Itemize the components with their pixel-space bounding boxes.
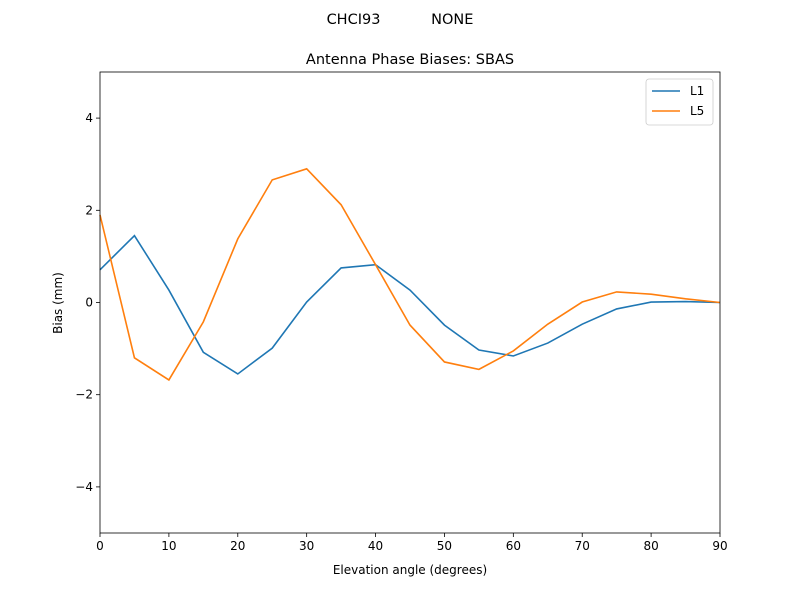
x-tick-label: 30 — [299, 539, 314, 553]
x-tick-label: 40 — [368, 539, 383, 553]
y-tick-label: −4 — [75, 480, 93, 494]
x-tick-label: 10 — [161, 539, 176, 553]
x-tick-label: 0 — [96, 539, 104, 553]
x-tick-label: 70 — [575, 539, 590, 553]
legend-label: L5 — [690, 104, 704, 118]
chart-suptitle: CHCI93 NONE — [327, 12, 474, 28]
series-line-l5 — [99, 167, 721, 382]
y-tick-label: 4 — [85, 111, 93, 125]
x-tick-label: 20 — [230, 539, 245, 553]
x-tick-label: 80 — [643, 539, 658, 553]
legend-label: L1 — [690, 84, 704, 98]
y-tick-label: −2 — [75, 388, 93, 402]
chart-title: Antenna Phase Biases: SBAS — [306, 52, 514, 68]
y-tick-label: 0 — [85, 296, 93, 310]
x-tick-label: 90 — [712, 539, 727, 553]
y-tick-label: 2 — [85, 203, 93, 217]
y-axis-label: Bias (mm) — [51, 272, 65, 334]
x-tick-label: 50 — [437, 539, 452, 553]
x-axis-label: Elevation angle (degrees) — [333, 563, 487, 577]
series-line-l1 — [99, 234, 721, 375]
plot-frame — [99, 71, 721, 534]
x-tick-label: 60 — [506, 539, 521, 553]
